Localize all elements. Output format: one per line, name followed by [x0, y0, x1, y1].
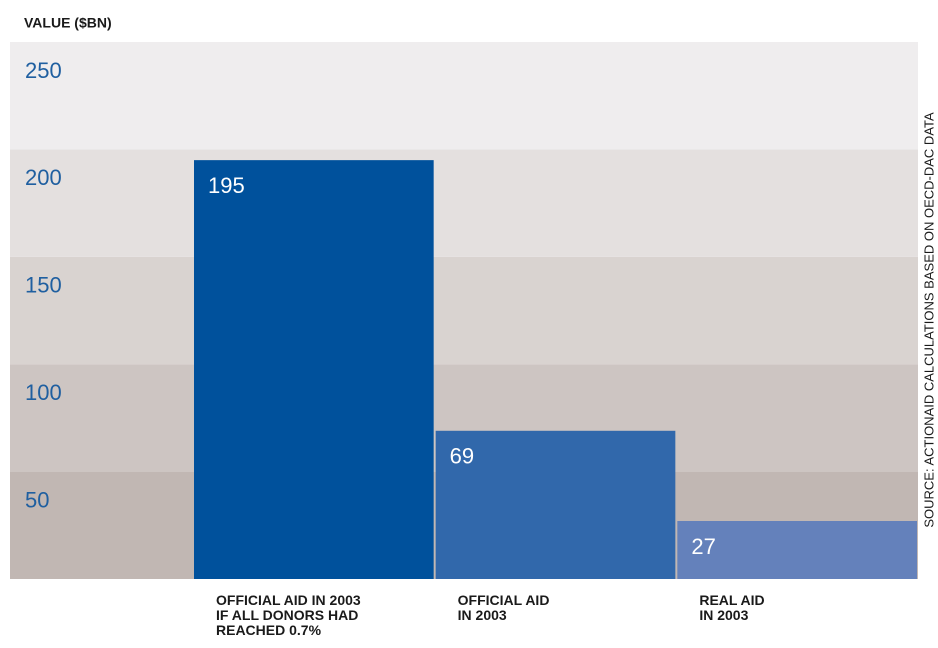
bar — [194, 160, 434, 579]
y-tick-label: 200 — [25, 165, 62, 190]
value-label: 27 — [691, 534, 715, 559]
axis-title: VALUE ($BN) — [24, 15, 112, 31]
grid-band — [10, 42, 918, 150]
y-tick-label: 250 — [25, 58, 62, 83]
bar — [435, 430, 676, 579]
x-tick-label: OFFICIAL AID IN 2003 — [457, 592, 550, 623]
y-tick-label: 50 — [25, 487, 49, 512]
value-label: 195 — [208, 173, 245, 198]
bar — [677, 521, 917, 579]
y-tick-label: 150 — [25, 273, 62, 298]
value-label: 69 — [450, 444, 474, 469]
x-tick-label: OFFICIAL AID IN 2003 IF ALL DONORS HAD R… — [216, 592, 361, 638]
y-tick-label: 100 — [25, 380, 62, 405]
grid-band — [10, 256, 918, 365]
x-tick-label: REAL AID IN 2003 — [699, 592, 765, 623]
source-note: SOURCE: ACTIONAID CALCULATIONS BASED ON … — [921, 112, 936, 528]
grid-band — [10, 149, 918, 257]
